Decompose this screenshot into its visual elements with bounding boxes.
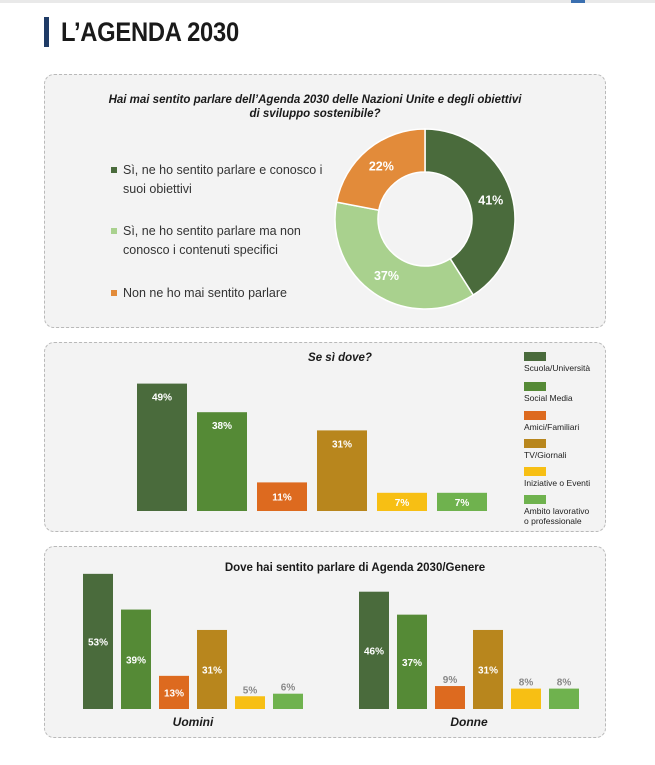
sources-bar-chart: 49% 38% 11% 31% 7% 7% <box>137 383 487 511</box>
legend-label: Scuola/Università <box>524 363 591 373</box>
bar <box>435 686 465 709</box>
bar-value-label: 9% <box>443 675 458 686</box>
legend-label-line: suoi obiettivi <box>123 182 192 196</box>
donut-slice-label: 37% <box>374 269 399 283</box>
page-header: L’AGENDA 2030 <box>44 17 263 47</box>
legend-swatch <box>524 382 546 391</box>
legend-label-line: Non ne ho mai sentito parlare <box>123 286 287 300</box>
donut-slice-label: 22% <box>369 160 394 174</box>
legend-label: Amici/Familiari <box>524 422 580 432</box>
gender-chart-title: Dove hai sentito parlare di Agenda 2030/… <box>224 562 486 574</box>
legend-label-line: Sì, ne ho sentito parlare ma non <box>123 224 301 238</box>
legend-label-line: Sì, ne ho sentito parlare e conosco i <box>123 163 323 177</box>
bar <box>397 614 427 709</box>
awareness-panel: Hai mai sentito parlare dell’Agenda 2030… <box>44 74 606 328</box>
bar <box>257 482 307 511</box>
bar-value-label: 37% <box>402 658 422 669</box>
bar <box>121 609 151 709</box>
legend-label: o professionale <box>524 516 582 526</box>
top-rule <box>0 0 655 3</box>
donut-slice <box>335 128 426 212</box>
bar <box>511 688 541 709</box>
bar <box>197 629 227 709</box>
legend-swatch <box>111 167 117 173</box>
bar-value-label: 8% <box>519 678 534 689</box>
legend-item: Amici/Familiari <box>524 411 579 432</box>
legend-item-heard: Sì, ne ho sentito parlare ma non conosco… <box>111 222 363 260</box>
bar <box>359 591 389 709</box>
legend-item: Ambito lavorativo o professionale <box>524 495 589 526</box>
sources-chart-title: Se sì dove? <box>308 352 372 364</box>
bar <box>83 573 113 709</box>
legend-label: Ambito lavorativo <box>524 506 590 516</box>
bar <box>317 430 367 511</box>
sources-panel: Se sì dove? 49% 38% 11% 31% 7% 7% <box>44 342 606 532</box>
legend-swatch <box>524 495 546 504</box>
legend-swatch <box>524 352 546 361</box>
gender-panel: Dove hai sentito parlare di Agenda 2030/… <box>44 546 606 738</box>
legend-item: Social Media <box>524 382 573 403</box>
bar-value-label: 13% <box>164 688 184 699</box>
bar <box>137 383 187 511</box>
legend-label: Iniziative o Eventi <box>524 478 591 488</box>
legend-item: Iniziative o Eventi <box>524 467 590 488</box>
legend-swatch <box>111 228 117 234</box>
bar-value-label: 49% <box>152 393 172 404</box>
legend-swatch <box>524 411 546 420</box>
top-rule-accent <box>571 0 585 3</box>
bar-value-label: 7% <box>395 498 410 509</box>
legend-item-never: Non ne ho mai sentito parlare <box>111 284 363 303</box>
group-label: Donne <box>450 715 488 729</box>
bar <box>549 688 579 709</box>
legend-item: Scuola/Università <box>524 352 590 373</box>
legend-swatch <box>524 467 546 476</box>
legend-item-known: Sì, ne ho sentito parlare e conosco i su… <box>111 161 363 199</box>
awareness-donut-chart: 41% 37% 22% <box>334 128 516 310</box>
bar <box>273 693 303 709</box>
page-title: L’AGENDA 2030 <box>61 16 239 47</box>
gender-bar-chart: 53% 39% 13% 31% 5% 6% Uomini 46% 37% 9% 31% 8% 8% Don… <box>83 573 579 729</box>
awareness-question-line2: di sviluppo sostenibile? <box>249 108 381 120</box>
donut-slice <box>334 201 475 310</box>
legend-item: TV/Giornali <box>524 439 567 460</box>
legend-swatch <box>524 439 546 448</box>
legend-swatch <box>111 290 117 296</box>
bar-value-label: 7% <box>455 498 470 509</box>
bar <box>197 412 247 511</box>
bar-value-label: 39% <box>126 655 146 666</box>
donut-slice <box>424 128 516 297</box>
bar <box>473 629 503 709</box>
title-accent-bar <box>44 17 49 47</box>
bar-value-label: 31% <box>478 665 498 676</box>
bar-value-label: 11% <box>272 493 292 504</box>
legend-label-line: conosco i contenuti specifici <box>123 243 278 257</box>
legend-label: TV/Giornali <box>524 450 567 460</box>
bar <box>235 696 265 709</box>
bar-value-label: 5% <box>243 685 258 696</box>
bar-value-label: 46% <box>364 646 384 657</box>
bar <box>437 492 487 511</box>
bar <box>377 492 427 511</box>
bar <box>159 675 189 709</box>
bar-value-label: 6% <box>281 683 296 694</box>
donut-slice-label: 41% <box>478 193 503 207</box>
legend-label: Social Media <box>524 393 573 403</box>
bar-value-label: 31% <box>332 439 352 450</box>
bar-value-label: 8% <box>557 678 572 689</box>
bar-value-label: 38% <box>212 421 232 432</box>
bar-value-label: 53% <box>88 637 108 648</box>
awareness-question: Hai mai sentito parlare dell’Agenda 2030… <box>105 93 525 121</box>
awareness-question-line1: Hai mai sentito parlare dell’Agenda 2030… <box>108 94 522 106</box>
bar-value-label: 31% <box>202 665 222 676</box>
group-label: Uomini <box>173 715 214 729</box>
